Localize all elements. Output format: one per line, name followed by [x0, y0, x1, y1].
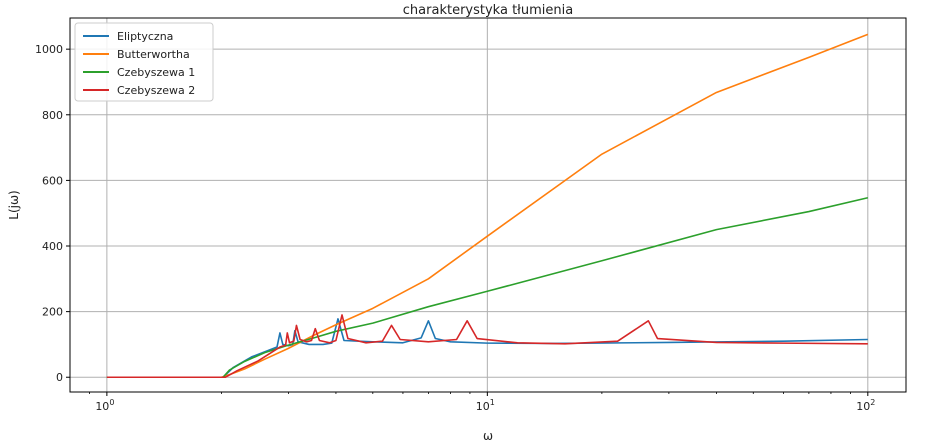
legend-label: Czebyszewa 2 [117, 84, 195, 97]
series-lines [106, 33, 869, 379]
y-axis-label: L(jω) [7, 190, 21, 219]
series-line [106, 197, 868, 379]
x-tick-label: 100 [95, 398, 114, 413]
legend-label: Butterwortha [117, 48, 190, 61]
y-tick-label: 200 [42, 306, 63, 319]
x-tick-label: 101 [476, 398, 495, 413]
series-line [106, 314, 868, 379]
legend-label: Eliptyczna [117, 30, 173, 43]
x-tick-label: 102 [856, 398, 875, 413]
axis-ticks: 0 200 400 600 800 1000 100 101 102 [35, 43, 875, 413]
y-tick-label: 0 [56, 371, 63, 384]
legend-label: Czebyszewa 1 [117, 66, 195, 79]
legend-box [74, 22, 214, 102]
x-axis-label: ω [483, 429, 493, 443]
y-tick-label: 600 [42, 174, 63, 187]
y-tick-label: 1000 [35, 43, 63, 56]
y-tick-label: 400 [42, 240, 63, 253]
chart-title: charakterystyka tłumienia [403, 3, 573, 18]
legend: Eliptyczna Butterwortha Czebyszewa 1 Czebys… [74, 22, 214, 102]
series-line [106, 33, 869, 379]
y-tick-label: 800 [42, 109, 63, 122]
series-line [106, 318, 868, 379]
plot-frame [69, 17, 907, 393]
